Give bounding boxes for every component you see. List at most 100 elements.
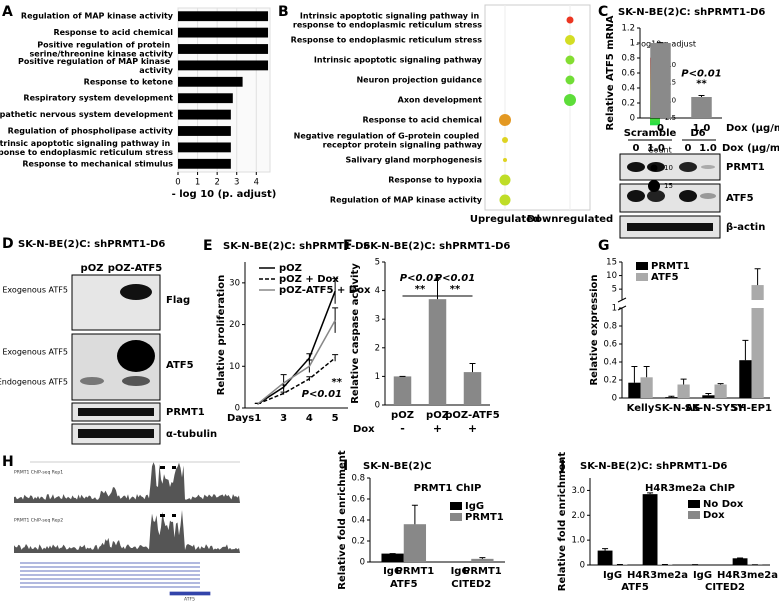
legend-swatch (450, 502, 462, 510)
panel-letter: B (278, 4, 289, 20)
bar (714, 384, 727, 398)
x-tick-label: 1 (254, 413, 261, 424)
x-tick-label: CITED2 (451, 579, 491, 590)
gene-label: ATF5 (184, 597, 195, 603)
y-axis-label: Relative fold enrichment (557, 452, 568, 592)
blot-label: PRMT1 (166, 407, 205, 418)
x-tick-label: 3 (280, 413, 287, 424)
term-label: Regulation of MAP kinase activity (330, 196, 483, 205)
y-tick-label: 0 (612, 394, 617, 404)
term-label: Response to endoplasmic reticulum stress (291, 36, 483, 45)
legend-swatch (636, 262, 648, 270)
band (117, 340, 155, 372)
dot (499, 194, 511, 206)
legend-label: No Dox (703, 499, 744, 510)
error-bar (602, 548, 609, 551)
term-label: Response to hypoxia (388, 176, 482, 185)
p-value: P<0.01 (435, 273, 475, 284)
dot (565, 35, 575, 45)
subtitle: PRMT1 ChIP (414, 483, 482, 494)
bar (665, 397, 678, 398)
y-tick-label: 0.2 (351, 537, 365, 547)
panel-letter: F (343, 238, 353, 254)
bar (403, 524, 427, 562)
band (679, 162, 697, 172)
lane-label: pOZ (81, 263, 104, 274)
track-signal (14, 509, 240, 553)
term-label: Axon development (398, 96, 483, 105)
category-label: Intrinsic apoptotic signaling pathway in… (0, 139, 173, 157)
dose-label: Dox (μg/ml) (722, 143, 779, 154)
band (679, 190, 697, 202)
y-tick-label: 0 (375, 401, 380, 411)
x-axis-label: Days (227, 413, 254, 424)
bar (677, 384, 690, 398)
y-axis-label: Relative ATF5 mRNA (605, 15, 616, 130)
bar (381, 553, 404, 562)
panel-letter: J (559, 458, 565, 474)
x-tick-label: 0 (657, 123, 664, 134)
y-axis-label: Relative proliferation (216, 275, 227, 395)
bar (691, 97, 712, 118)
bar (178, 76, 243, 87)
track-label: PRMT1 ChIP-seq Rep1 (14, 470, 63, 476)
x-tick-label: Upregulated (470, 214, 540, 225)
x-tick-label: 1.0 (693, 123, 711, 134)
subtitle: H4R3me2a ChIP (645, 483, 735, 494)
blot-label: α-tubulin (166, 429, 217, 440)
y-tick-label: 4 (375, 286, 380, 296)
error-bar (469, 363, 476, 373)
blot-group: Scramble (624, 128, 677, 139)
bar (178, 109, 231, 120)
x-axis-label: Dox (μg/ml) (726, 123, 779, 134)
band (701, 165, 715, 169)
color-legend-step (650, 118, 660, 121)
band (627, 190, 645, 202)
bar (597, 550, 613, 565)
bar (178, 93, 233, 104)
bar (178, 60, 269, 71)
legend-swatch (636, 273, 648, 281)
y-tick-label: 1.2 (621, 24, 635, 34)
error-bar (717, 383, 724, 385)
y-tick-label: 1 (612, 304, 617, 314)
bar (178, 126, 231, 136)
bar (628, 382, 641, 398)
dot (565, 75, 575, 85)
row-value: + (468, 422, 477, 435)
y-tick-label: 1 (630, 39, 635, 49)
category-label: Regulation of MAP kinase activity (21, 12, 174, 21)
band (78, 408, 154, 416)
bar (739, 360, 752, 398)
x-tick-label: 5 (332, 413, 339, 424)
p-value: P<0.01 (400, 273, 440, 284)
error-bar (754, 268, 761, 286)
y-tick-label: 0.6 (603, 340, 617, 350)
panel-letter: E (203, 238, 213, 254)
band (627, 162, 645, 172)
chart-title: SK-N-BE(2)C: shPRMT1-D6 (618, 7, 765, 18)
y-tick-label: 0.2 (621, 99, 635, 109)
bar-label: PRMT1 (463, 566, 502, 577)
band (80, 377, 104, 385)
y-tick-label: 0.6 (621, 69, 635, 79)
legend-label: PRMT1 (651, 261, 690, 272)
group-label: CITED2 (705, 582, 745, 593)
row-value: - (400, 422, 405, 435)
annotation: ** (332, 377, 343, 388)
legend-label: Dox (703, 510, 725, 521)
dot (499, 114, 511, 126)
size-legend-label: 15 (664, 182, 673, 190)
legend-label: PRMT1 (465, 512, 504, 523)
y-tick-label: 2 (375, 343, 380, 353)
blot-label: β-actin (726, 222, 765, 233)
legend-swatch (688, 511, 700, 519)
panel-letter: H (2, 454, 14, 470)
y-tick-label: 1.0 (571, 536, 585, 546)
term-label: Negative regulation of G-protein coupled… (294, 131, 483, 149)
category-label: Response to acid chemical (53, 28, 173, 37)
track-label: PRMT1 ChIP-seq Rep2 (14, 518, 63, 524)
bar (178, 27, 269, 38)
legend-label: pOZ (279, 263, 302, 274)
